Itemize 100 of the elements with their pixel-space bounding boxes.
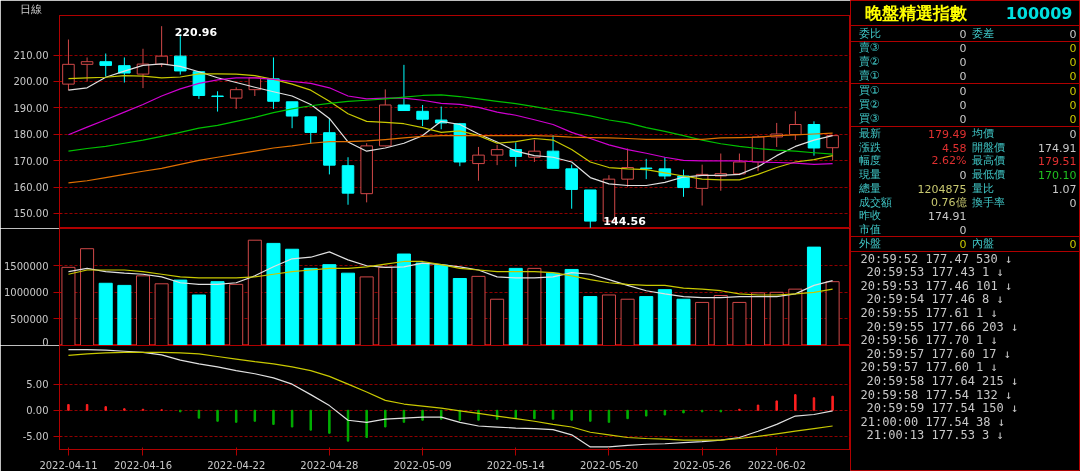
text: 最新	[858, 127, 881, 140]
y-tick-label: 5.00	[26, 379, 49, 391]
text: 174.91	[928, 209, 967, 223]
text: 漲跌	[858, 141, 881, 154]
text: 0	[959, 223, 967, 237]
text: 0	[1069, 27, 1077, 41]
text: 量比	[971, 182, 994, 195]
bar	[285, 248, 300, 345]
candlestick	[490, 144, 504, 166]
y-tick-label: 0	[42, 336, 49, 348]
bar	[322, 264, 337, 345]
candlestick	[789, 110, 802, 141]
text: 20:59:58 177.54 132 ↓	[860, 387, 1013, 402]
x-tick-label: 2022-04-16	[113, 459, 173, 471]
bar	[303, 267, 318, 345]
text: 開盤價	[971, 141, 1005, 154]
text: 100009	[1005, 3, 1073, 23]
text: 1204875	[917, 182, 967, 196]
bar	[806, 246, 821, 345]
text: 20:59:54 177.46 8 ↓	[866, 292, 1004, 307]
line-series	[67, 94, 834, 155]
candlestick	[62, 39, 75, 91]
text: 幅度	[858, 154, 881, 167]
text: 179.51	[1038, 154, 1077, 168]
text: 20:59:57 177.60 1 ↓	[860, 360, 998, 375]
y-tick-label: 200.00	[13, 76, 49, 88]
line-series	[67, 251, 834, 299]
text: 最低價	[971, 168, 1005, 181]
text: 0	[959, 55, 967, 69]
text: 委比	[858, 27, 881, 40]
bar	[434, 264, 449, 345]
text: 20:59:53 177.46 101 ↓	[860, 278, 1013, 293]
text: 買②	[858, 98, 880, 111]
bar	[657, 289, 672, 345]
text: 174.91	[1038, 141, 1077, 155]
text: 均價	[970, 127, 994, 140]
candlestick	[155, 25, 168, 68]
text: 0	[1069, 69, 1077, 83]
text: 0	[1069, 41, 1077, 55]
text: 換手率	[971, 196, 1005, 209]
text: 4.58	[942, 141, 967, 155]
bar	[415, 262, 430, 345]
text: 賣①	[858, 69, 880, 82]
text: 0	[959, 27, 967, 41]
bar	[210, 281, 225, 345]
text: 外盤	[858, 237, 881, 250]
y-tick-label: 210.00	[13, 50, 49, 62]
bar	[340, 272, 356, 345]
annotation: 144.56	[603, 214, 647, 228]
y-tick-label: 170.00	[13, 155, 49, 167]
bar	[396, 253, 411, 345]
text: 0	[1069, 237, 1077, 251]
bar	[564, 268, 579, 345]
bar	[676, 298, 691, 345]
x-tick-label: 2022-04-11	[39, 459, 98, 471]
text: 0	[959, 98, 967, 112]
bar	[266, 242, 281, 345]
text: 委差	[971, 27, 994, 40]
x-tick-label: 2022-04-28	[300, 459, 359, 471]
candlestick	[397, 64, 411, 112]
text: 1.07	[1052, 182, 1077, 196]
text: 0	[1069, 84, 1077, 98]
y-tick-label: -5.00	[22, 431, 49, 443]
candlestick	[639, 158, 653, 180]
text: 0	[959, 237, 967, 251]
text: 0	[959, 84, 967, 98]
candlestick	[285, 101, 299, 129]
candlestick	[211, 90, 224, 113]
y-tick-label: 150.00	[13, 208, 49, 220]
text: 0	[1069, 127, 1077, 141]
y-tick-label: 160.00	[13, 182, 49, 194]
bar	[191, 294, 206, 345]
bar	[508, 267, 523, 345]
text: 買③	[858, 112, 880, 125]
text: 賣③	[858, 41, 880, 54]
x-tick-label: 2022-05-20	[579, 459, 639, 471]
text: 市值	[858, 223, 881, 236]
candlestick	[565, 164, 578, 210]
text: 現量	[858, 168, 881, 181]
bar	[173, 279, 188, 345]
text: 20:59:53 177.43 1 ↓	[866, 265, 1004, 280]
text: 20:59:57 177.60 17 ↓	[866, 346, 1011, 361]
text: 賣②	[858, 55, 880, 68]
y-tick-label: 1000000	[3, 287, 49, 299]
line-series	[67, 260, 834, 296]
bar	[98, 282, 113, 345]
text: 20:59:59 177.54 150 ↓	[866, 401, 1019, 416]
y-tick-label: 190.00	[13, 102, 49, 114]
text: 總量	[857, 182, 881, 195]
candlestick	[826, 135, 839, 161]
candlestick	[229, 86, 243, 110]
text: 0	[1069, 112, 1077, 126]
text: 成交額	[858, 196, 892, 209]
text: 2.62%	[931, 154, 967, 167]
candlestick	[416, 104, 429, 127]
text: 20:59:55 177.66 203 ↓	[866, 319, 1019, 334]
text: 20:59:55 177.61 1 ↓	[860, 305, 998, 320]
y-tick-label: 180.00	[13, 129, 49, 141]
text: 20:59:56 177.70 1 ↓	[860, 333, 998, 348]
annotation: 220.96	[174, 26, 218, 40]
